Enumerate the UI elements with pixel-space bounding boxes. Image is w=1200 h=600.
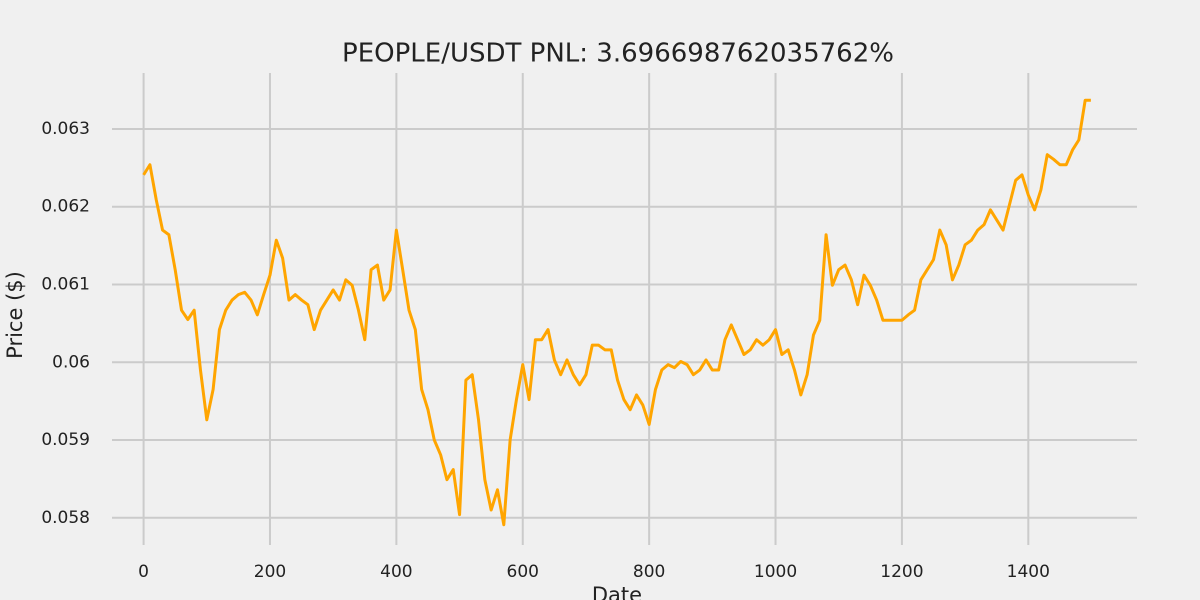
y-tick-label: 0.061 xyxy=(41,275,90,295)
x-tick-label: 400 xyxy=(380,562,412,582)
y-tick-label: 0.06 xyxy=(52,352,90,372)
y-tick-label: 0.062 xyxy=(41,197,90,217)
x-tick-label: 1000 xyxy=(754,562,797,582)
x-tick-label: 200 xyxy=(254,562,286,582)
y-axis-label: Price ($) xyxy=(3,271,27,359)
x-tick-label: 600 xyxy=(507,562,539,582)
x-tick-label: 800 xyxy=(633,562,665,582)
x-tick-label: 0 xyxy=(138,562,149,582)
chart-title: PEOPLE/USDT PNL: 3.696698762035762% xyxy=(342,39,894,69)
x-axis-label: Date xyxy=(592,583,642,600)
y-tick-label: 0.063 xyxy=(41,119,90,139)
x-tick-label: 1400 xyxy=(1007,562,1050,582)
x-tick-label: 1200 xyxy=(880,562,923,582)
y-tick-label: 0.059 xyxy=(41,430,90,450)
price-line xyxy=(142,98,1091,527)
y-tick-label: 0.058 xyxy=(41,508,90,528)
